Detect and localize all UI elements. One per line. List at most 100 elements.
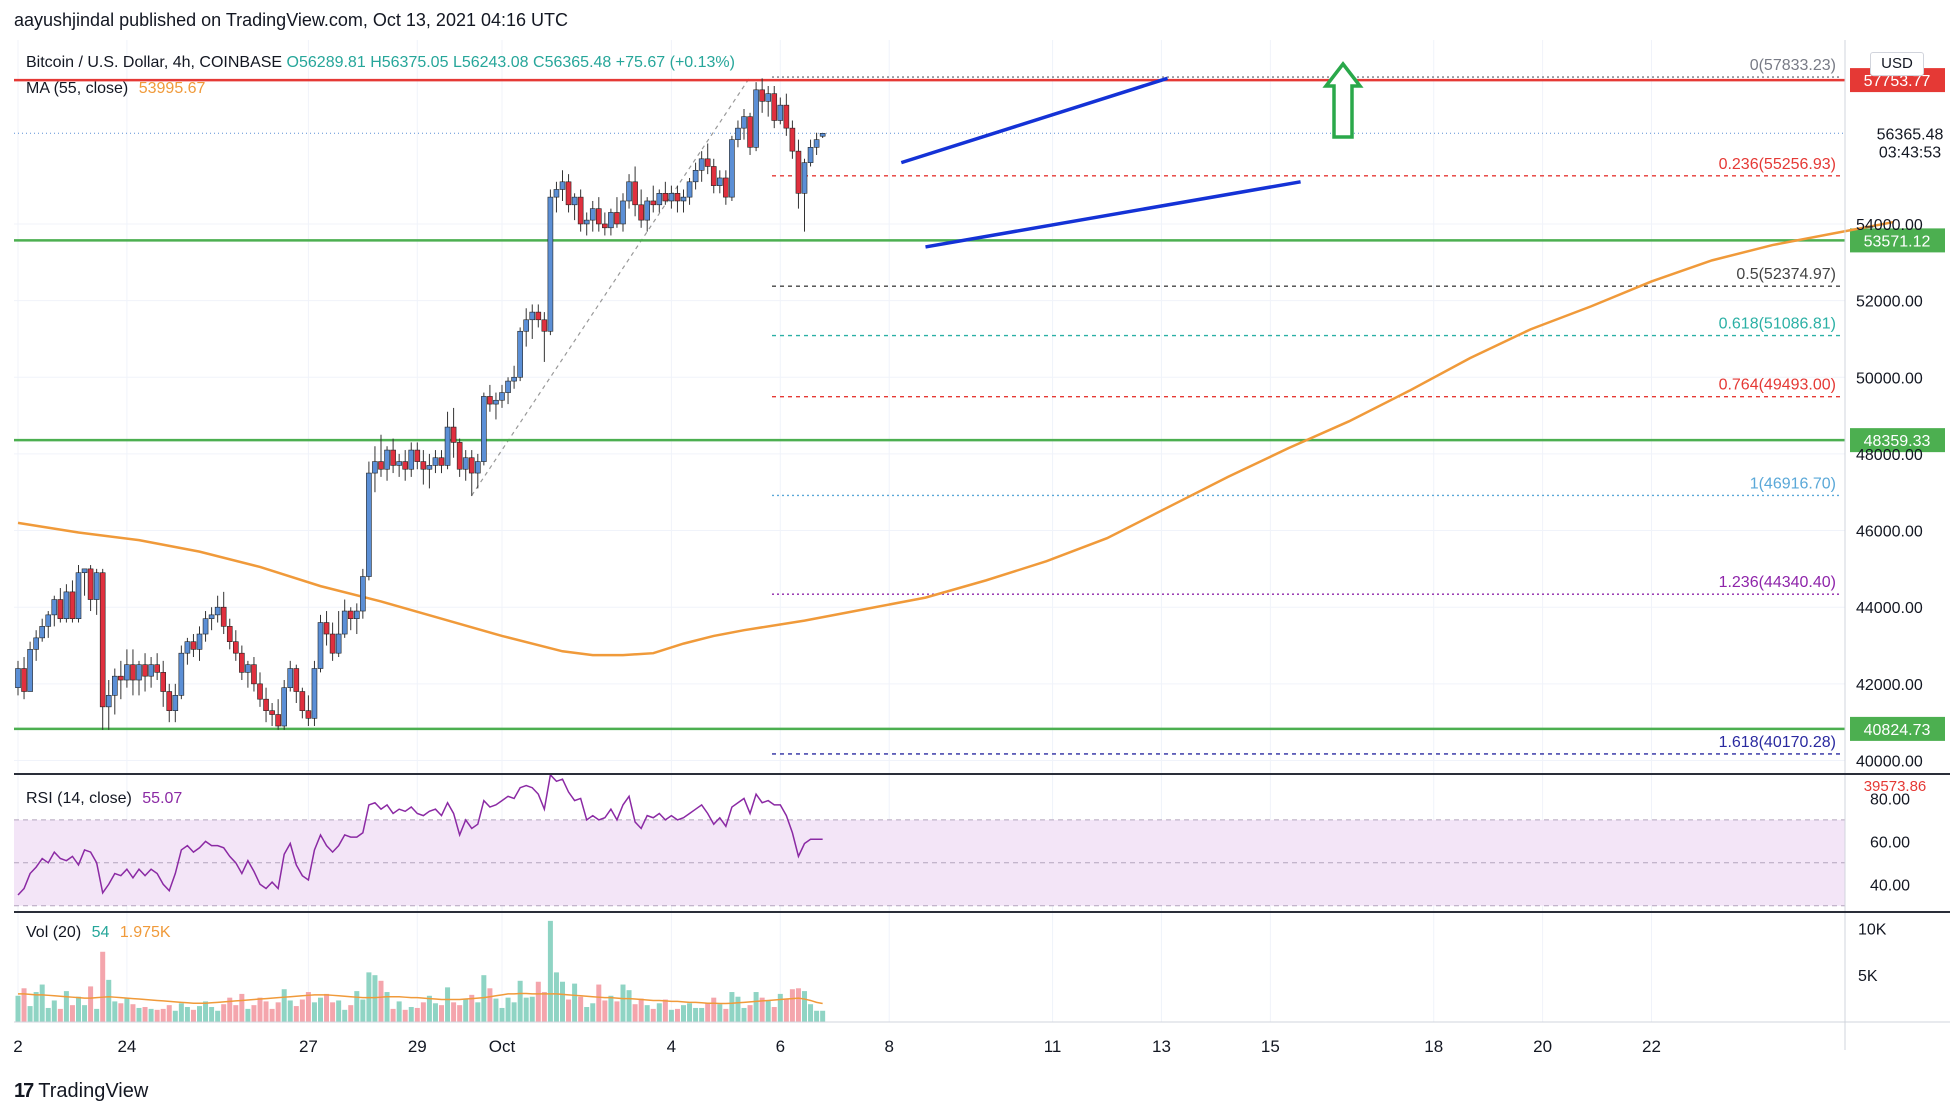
y-tick-label: 42000.00 bbox=[1856, 677, 1923, 694]
candle-body bbox=[287, 668, 294, 688]
candle-body bbox=[360, 576, 366, 612]
x-tick-label: 11 bbox=[1044, 1037, 1062, 1056]
volume-bar bbox=[681, 1005, 686, 1022]
volume-bar bbox=[342, 1009, 348, 1022]
candle-body bbox=[602, 223, 608, 229]
candle-body bbox=[456, 442, 463, 470]
volume-bar bbox=[820, 1010, 826, 1022]
candle-body bbox=[142, 664, 148, 677]
x-tick-label: 15 bbox=[1261, 1037, 1280, 1056]
volume-bar bbox=[632, 1004, 638, 1022]
candle-body bbox=[57, 599, 64, 620]
candle-body bbox=[789, 127, 796, 152]
candle-body bbox=[269, 710, 275, 715]
candle-body bbox=[656, 192, 663, 206]
volume-bar bbox=[487, 988, 493, 1022]
support-price-tag-label: 48359.33 bbox=[1864, 433, 1931, 450]
symbol-name: Bitcoin / U.S. Dollar, 4h, COINBASE bbox=[26, 54, 283, 71]
volume-bar bbox=[384, 992, 390, 1022]
volume-bar bbox=[39, 984, 45, 1022]
volume-bar bbox=[626, 990, 632, 1022]
volume-bar bbox=[741, 1007, 747, 1022]
footer-brand-text: TradingView bbox=[38, 1080, 149, 1102]
vol-label: Vol (20) bbox=[26, 924, 82, 941]
candle-body bbox=[378, 461, 384, 470]
support-price-tag-label: 40824.73 bbox=[1864, 722, 1931, 739]
volume-bar bbox=[729, 992, 735, 1022]
volume-bar bbox=[747, 1005, 753, 1022]
publisher-line: aayushjindal published on TradingView.co… bbox=[14, 10, 569, 30]
candle-body bbox=[124, 664, 130, 681]
volume-bar bbox=[420, 1002, 426, 1022]
volume-bar bbox=[257, 997, 263, 1022]
candle-body bbox=[335, 633, 342, 654]
volume-bar bbox=[372, 975, 378, 1022]
volume-bar bbox=[723, 1008, 729, 1022]
candle-body bbox=[589, 208, 596, 221]
candle-body bbox=[275, 714, 281, 727]
volume-bar bbox=[45, 1007, 51, 1022]
volume-bar bbox=[184, 1007, 190, 1022]
candle-body bbox=[233, 641, 239, 654]
candle-body bbox=[529, 311, 536, 321]
volume-bar bbox=[590, 1003, 596, 1022]
volume-bar bbox=[795, 988, 801, 1022]
ma-legend: MA (55, close) 53995.67 bbox=[26, 80, 205, 98]
candle-body bbox=[414, 449, 421, 462]
candles bbox=[15, 78, 826, 730]
candle-body bbox=[614, 212, 620, 225]
candle-body bbox=[493, 399, 499, 405]
fib-level-label: 0.618(51086.81) bbox=[1719, 316, 1836, 333]
candle-body bbox=[608, 212, 614, 229]
volume-bar bbox=[432, 1003, 438, 1022]
volume-ma-line bbox=[18, 992, 823, 1005]
fib-level-label: 1.618(40170.28) bbox=[1719, 734, 1836, 751]
resistance-price-tag-label: 57753.77 bbox=[1864, 73, 1931, 90]
candle-body bbox=[674, 192, 681, 202]
candle-body bbox=[765, 93, 772, 102]
currency-button[interactable]: USD bbox=[1870, 52, 1924, 76]
volume-bar bbox=[602, 1000, 608, 1022]
volume-bar bbox=[596, 984, 602, 1022]
candle-body bbox=[704, 158, 711, 167]
candle-body bbox=[112, 675, 118, 696]
volume-bar bbox=[154, 1009, 160, 1022]
volume-bar bbox=[463, 998, 469, 1022]
candle-body bbox=[426, 465, 433, 470]
candle-body bbox=[644, 200, 651, 221]
candle-body bbox=[668, 192, 675, 202]
y-tick-label: 50000.00 bbox=[1856, 370, 1923, 387]
volume-bar bbox=[481, 975, 487, 1022]
candle-body bbox=[118, 675, 124, 681]
candle-body bbox=[517, 330, 523, 378]
candle-body bbox=[75, 572, 82, 620]
volume-bar bbox=[614, 1001, 620, 1022]
volume-bar bbox=[511, 1002, 517, 1022]
candle-body bbox=[595, 208, 602, 225]
volume-bar bbox=[705, 1003, 711, 1022]
volume-bar bbox=[662, 999, 668, 1022]
volume-bar bbox=[348, 1005, 354, 1022]
horizontal-levels: 53571.12 48359.33 40824.73 57753.77 56365.48… bbox=[14, 68, 1945, 741]
candle-body bbox=[438, 457, 445, 466]
volume-bar bbox=[560, 981, 565, 1022]
candle-body bbox=[565, 181, 572, 206]
volume-bar bbox=[203, 1001, 209, 1022]
fib-level-label: 0.764(49493.00) bbox=[1719, 377, 1836, 394]
volume-bar bbox=[354, 991, 360, 1022]
candle-body bbox=[396, 461, 402, 466]
candle-body bbox=[462, 457, 469, 470]
volume-bar bbox=[263, 1001, 269, 1022]
candle-body bbox=[487, 396, 493, 405]
candle-body bbox=[468, 457, 475, 474]
volume-pane bbox=[15, 920, 826, 1022]
volume-bar bbox=[287, 1000, 293, 1022]
candle-body bbox=[759, 89, 765, 102]
candle-body bbox=[239, 652, 245, 673]
candle-body bbox=[172, 695, 179, 711]
candle-body bbox=[390, 449, 396, 466]
candle-body bbox=[93, 572, 100, 600]
x-tick-label: 24 bbox=[117, 1037, 136, 1056]
rsi-line bbox=[17, 773, 823, 896]
volume-bar bbox=[578, 996, 584, 1022]
